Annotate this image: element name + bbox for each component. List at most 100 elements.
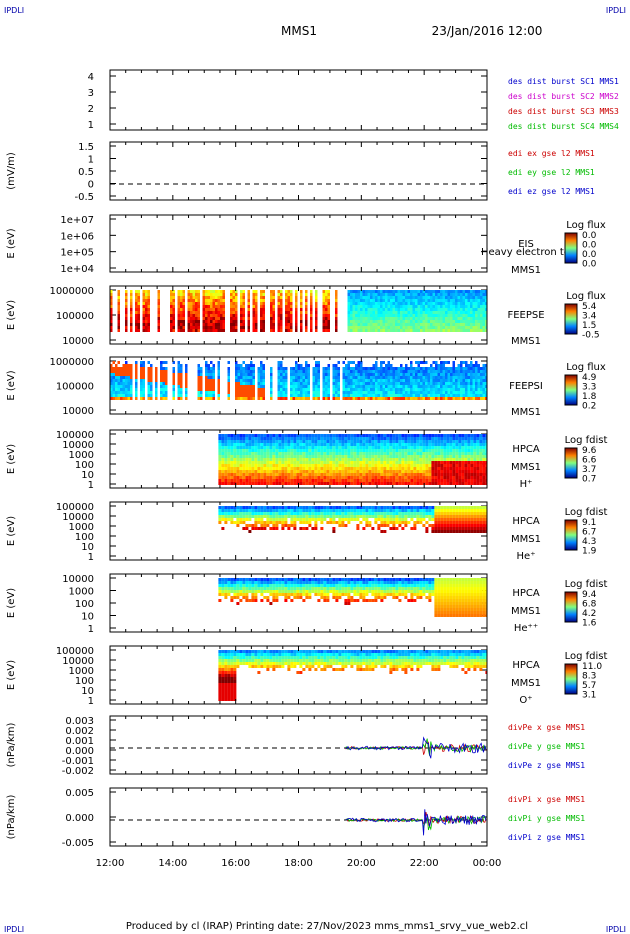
spectrogram-cell — [362, 302, 365, 305]
spectrogram-cell — [362, 370, 365, 373]
spectrogram-cell — [277, 311, 280, 314]
spectrogram-cell — [356, 461, 360, 464]
spectrogram-cell — [292, 385, 295, 388]
spectrogram-cell — [207, 364, 210, 367]
spectrogram-cell — [117, 388, 120, 391]
spectrogram-cell — [240, 293, 243, 296]
spectrogram-cell — [290, 302, 293, 305]
spectrogram-cell — [270, 370, 273, 373]
spectrogram-cell — [341, 482, 345, 485]
spectrogram-cell — [297, 391, 300, 394]
spectrogram-cell — [460, 308, 463, 311]
spectrogram-cell — [387, 379, 390, 382]
spectrogram-cell — [137, 323, 140, 326]
spectrogram-cell — [314, 461, 318, 464]
spectrogram-cell — [245, 397, 248, 400]
spectrogram-cell — [455, 382, 458, 385]
spectrogram-cell — [370, 385, 373, 388]
spectrogram-cell — [255, 302, 258, 305]
spectrogram-cell — [449, 467, 453, 470]
spectrogram-cell — [197, 391, 200, 394]
spectrogram-cell — [150, 391, 153, 394]
spectrogram-cell — [410, 394, 413, 397]
spectrogram-cell — [262, 290, 265, 293]
spectrogram-cell — [362, 388, 365, 391]
spectrogram-cell — [326, 452, 330, 455]
spectrogram-cell — [455, 296, 458, 299]
spectrogram-cell — [125, 364, 128, 367]
spectrogram-cell — [465, 388, 468, 391]
spectrogram-cell — [215, 320, 218, 323]
spectrogram-cell — [372, 385, 375, 388]
spectrogram-cell — [272, 320, 275, 323]
spectrogram-cell — [380, 373, 383, 376]
spectrogram-cell — [402, 305, 405, 308]
spectrogram-cell — [482, 364, 485, 367]
spectrogram-cell — [435, 314, 438, 317]
spectrogram-cell — [270, 326, 273, 329]
spectrogram-cell — [365, 467, 369, 470]
spectrogram-cell — [317, 379, 320, 382]
spectrogram-cell — [440, 467, 444, 470]
spectrogram-cell — [420, 308, 423, 311]
spectrogram-cell — [357, 370, 360, 373]
spectrogram-cell — [380, 320, 383, 323]
spectrogram-cell — [182, 293, 185, 296]
spectrogram-cell — [465, 379, 468, 382]
spectrogram-cell — [235, 379, 238, 382]
spectrogram-cell — [395, 379, 398, 382]
spectrogram-cell — [110, 388, 113, 391]
spectrogram-cell — [170, 293, 173, 296]
spectrogram-cell — [455, 464, 459, 467]
spectrogram-cell — [392, 391, 395, 394]
spectrogram-cell — [262, 379, 265, 382]
spectrogram-cell — [465, 326, 468, 329]
spectrogram-cell — [207, 308, 210, 311]
spectrogram-cell — [295, 296, 298, 299]
spectrogram-cell — [344, 479, 348, 482]
spectrogram-cell — [296, 458, 300, 461]
spectrogram-cell — [310, 299, 313, 302]
spectrogram-cell — [380, 382, 383, 385]
y-tick-label: 0 — [88, 180, 94, 191]
spectrogram-cell — [115, 397, 118, 400]
spectrogram-cell — [350, 446, 354, 449]
spectrogram-cell — [434, 458, 438, 461]
spectrogram-cell — [345, 394, 348, 397]
spectrogram-cell — [452, 440, 456, 443]
spectrogram-cell — [389, 467, 393, 470]
spectrogram-cell — [359, 446, 363, 449]
spectrogram-cell — [140, 367, 143, 370]
spectrogram-cell — [332, 382, 335, 385]
spectrogram-cell — [375, 302, 378, 305]
spectrogram-cell — [221, 476, 225, 479]
spectrogram-cell — [125, 361, 128, 364]
spectrogram-cell — [485, 391, 487, 394]
spectrogram-cell — [293, 482, 297, 485]
spectrogram-cell — [482, 370, 485, 373]
spectrogram-cell — [222, 320, 225, 323]
spectrogram-cell — [224, 470, 228, 473]
spectrogram-cell — [401, 464, 405, 467]
spectrogram-cell — [385, 323, 388, 326]
spectrogram-cell — [125, 311, 128, 314]
spectrogram-cell — [485, 382, 487, 385]
spectrogram-cell — [452, 302, 455, 305]
spectrogram-cell — [190, 323, 193, 326]
spectrogram-cell — [385, 376, 388, 379]
spectrogram-cell — [296, 449, 300, 452]
spectrogram-cell — [332, 434, 336, 437]
spectrogram-cell — [485, 479, 487, 482]
spectrogram-cell — [240, 367, 243, 370]
spectrogram-cell — [467, 364, 470, 367]
spectrogram-cell — [350, 391, 353, 394]
spectrogram-cell — [443, 437, 447, 440]
spectrogram-cell — [137, 314, 140, 317]
spectrogram-cell — [404, 461, 408, 464]
spectrogram-cell — [445, 296, 448, 299]
spectrogram-cell — [207, 376, 210, 379]
spectrogram-cell — [377, 367, 380, 370]
corner-mark-left: IPDLI — [4, 6, 24, 15]
spectrogram-cell — [395, 440, 399, 443]
spectrogram-cell — [302, 446, 306, 449]
